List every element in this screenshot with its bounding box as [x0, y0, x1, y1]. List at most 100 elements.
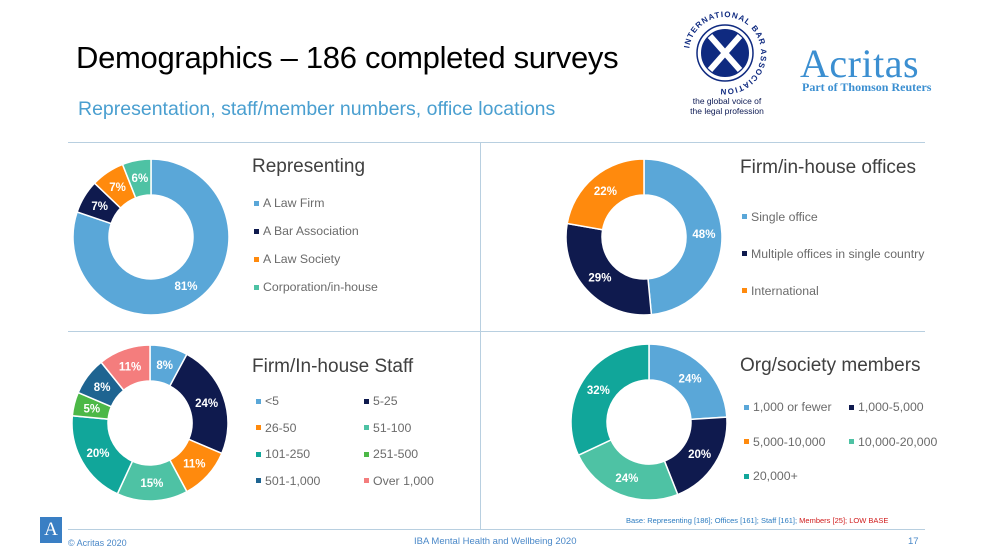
legend-swatch — [364, 425, 369, 431]
legend-label: 251-500 — [373, 447, 419, 462]
legend-label: 20,000+ — [753, 469, 798, 484]
legend-swatch — [744, 473, 749, 479]
acritas-logo: Acritas — [800, 41, 920, 86]
legend-label: 5-25 — [373, 394, 398, 409]
legend-item: International — [742, 272, 924, 309]
legend-label: 1,000-5,000 — [858, 400, 924, 415]
legend-label: 101-250 — [265, 447, 311, 462]
legend-swatch — [742, 251, 747, 256]
slice-label: 48% — [692, 229, 715, 241]
slice-label: 8% — [94, 382, 111, 394]
legend-swatch — [742, 288, 747, 293]
slice-label: 7% — [109, 182, 126, 194]
slice-label: 24% — [679, 373, 702, 385]
donut-representing: 81% 7%7% 6% — [72, 158, 230, 316]
legend-swatch — [256, 398, 261, 404]
donut-members: 24% 20% 24% 32% — [570, 343, 728, 501]
legend-item: 5,000-10,000 — [744, 425, 849, 460]
legend-item: A Law Society — [254, 245, 378, 273]
chart-title-members: Org/society members — [740, 355, 921, 376]
legend-swatch — [254, 200, 259, 206]
legend-swatch — [254, 256, 259, 262]
legend-label: Corporation/in-house — [263, 280, 378, 294]
divider-vertical — [480, 142, 481, 530]
legend-members: 1,000 or fewer 1,000-5,000 5,000-10,000 … — [744, 390, 964, 494]
legend-label: International — [751, 283, 819, 298]
iba-tagline: the global voice of the legal profession — [682, 96, 772, 116]
legend-item: Corporation/in-house — [254, 273, 378, 301]
donut-staff: 8% 24% 11% 15% 20% 5% 8% 11% — [72, 344, 229, 502]
donut-slice — [100, 344, 151, 392]
legend-item: 20,000+ — [744, 459, 849, 494]
base-footnote-text: Base: Representing [186]; Offices [161];… — [626, 516, 800, 525]
legend-label: <5 — [265, 394, 280, 409]
legend-item: 5-25 — [364, 388, 464, 415]
legend-label: 501-1,000 — [265, 473, 321, 488]
legend-grid: <5 5-25 26-50 51-100 101-250 251-500 501… — [256, 388, 456, 494]
slice-label: 20% — [87, 448, 110, 460]
slice-label: 6% — [132, 173, 149, 185]
chart-title-staff: Firm/In-house Staff — [252, 356, 414, 377]
slice-label: 32% — [587, 385, 610, 397]
legend-item: 1,000-5,000 — [849, 390, 959, 425]
donut-slice — [566, 158, 645, 231]
footer-report-name: IBA Mental Health and Wellbeing 2020 — [414, 536, 577, 547]
low-base-warning: Members [25]; LOW BASE — [799, 516, 889, 525]
iba-globe-icon: INTERNATIONAL BAR ASSOCIATION — [682, 10, 767, 96]
legend-swatch — [364, 398, 369, 404]
donut-slice — [570, 343, 650, 457]
legend-swatch — [256, 451, 261, 457]
donut-slice — [565, 222, 653, 316]
legend-label: A Bar Association — [263, 224, 359, 238]
slice-label: 5% — [83, 403, 100, 415]
legend-item: A Law Firm — [254, 189, 378, 217]
legend-item: 26-50 — [256, 415, 364, 442]
donut-slice — [643, 158, 723, 316]
legend-swatch — [364, 451, 369, 457]
legend-item: <5 — [256, 388, 364, 415]
acritas-badge-icon: A — [40, 517, 62, 543]
legend-grid: 1,000 or fewer 1,000-5,000 5,000-10,000 … — [744, 390, 964, 494]
legend-item: A Bar Association — [254, 217, 378, 245]
legend-label: 26-50 — [265, 420, 297, 435]
slice-label: 11% — [183, 458, 205, 470]
legend-label: Over 1,000 — [373, 473, 434, 488]
legend-swatch — [849, 404, 854, 410]
legend-staff: <5 5-25 26-50 51-100 101-250 251-500 501… — [256, 388, 456, 494]
slice-label: 81% — [174, 281, 197, 293]
legend-item: Over 1,000 — [364, 468, 464, 495]
legend-swatch — [256, 425, 261, 431]
legend-label: 1,000 or fewer — [753, 400, 832, 415]
legend-swatch — [254, 228, 259, 234]
slice-label: 24% — [615, 473, 638, 485]
footer-page-number: 17 — [908, 536, 919, 547]
legend-label: Multiple offices in single country — [751, 246, 925, 261]
legend-item: 10,000-20,000 — [849, 425, 959, 460]
donut-slice — [72, 158, 230, 316]
page-title: Demographics – 186 completed surveys — [76, 40, 619, 75]
legend-representing: A Law Firm A Bar Association A Law Socie… — [254, 189, 378, 301]
slice-label: 15% — [140, 478, 163, 490]
base-footnote: Base: Representing [186]; Offices [161];… — [626, 516, 888, 525]
iba-tagline-line2: the legal profession — [690, 106, 764, 116]
legend-swatch — [742, 214, 747, 219]
donut-offices: 48% 29% 22% — [565, 158, 723, 316]
legend-item: Multiple offices in single country — [742, 235, 924, 272]
legend-label: A Law Firm — [263, 196, 325, 210]
donut-slice — [121, 158, 152, 199]
acritas-subtitle: Part of Thomson Reuters — [802, 80, 932, 94]
legend-label: 10,000-20,000 — [858, 434, 938, 449]
slice-label: 22% — [594, 186, 617, 198]
legend-item: 251-500 — [364, 441, 464, 468]
legend-swatch — [744, 404, 749, 410]
slice-label: 11% — [119, 361, 141, 373]
legend-swatch — [254, 284, 259, 290]
legend-item: 101-250 — [256, 441, 364, 468]
legend-label: A Law Society — [263, 252, 341, 266]
legend-item: 51-100 — [364, 415, 464, 442]
chart-title-offices: Firm/in-house offices — [740, 157, 916, 178]
page-subtitle: Representation, staff/member numbers, of… — [78, 98, 556, 120]
footer-copyright: © Acritas 2020 — [68, 538, 127, 548]
legend-item: Single office — [742, 198, 924, 235]
slice-label: 20% — [688, 449, 711, 461]
